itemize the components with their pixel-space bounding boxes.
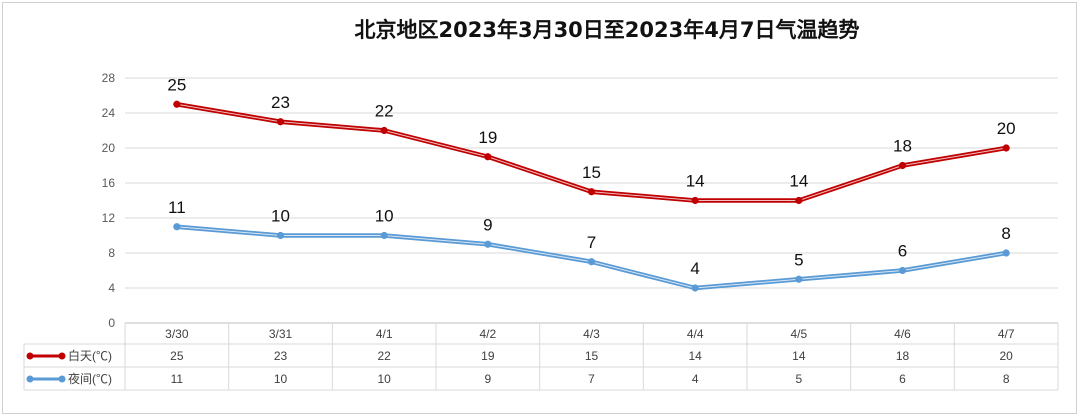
table-cell: 6 (899, 372, 906, 386)
table-cell: 11 (171, 372, 184, 386)
series-line-highlight (176, 103, 1007, 201)
y-tick-label: 12 (102, 211, 116, 225)
data-label: 14 (686, 172, 705, 191)
legend-key-marker (26, 352, 34, 360)
table-cell: 14 (792, 349, 806, 363)
y-tick-label: 28 (102, 71, 116, 85)
table-cell: 25 (170, 349, 184, 363)
data-point (587, 258, 596, 266)
data-point (173, 100, 181, 108)
data-point (173, 223, 181, 231)
data-point (898, 161, 907, 170)
series-layer: 25 23 22 19 15 14 14 18 20 11 10 10 9 7 4 5 6 8 (167, 75, 1016, 292)
data-point (691, 196, 699, 205)
legend-label: 白天(℃) (68, 348, 112, 363)
data-label: 11 (168, 198, 186, 217)
data-point (691, 284, 699, 292)
x-tick-label: 4/2 (479, 327, 496, 341)
data-point (795, 196, 803, 205)
data-label: 18 (893, 137, 912, 156)
data-label: 19 (478, 128, 497, 147)
data-point (380, 126, 388, 135)
table-cell: 15 (585, 349, 599, 363)
x-tick-label: 4/5 (790, 327, 807, 341)
data-point (587, 188, 596, 196)
data-point (1002, 249, 1010, 257)
y-axis: 0 4 8 12 16 20 24 28 (102, 71, 116, 330)
x-tick-label: 4/4 (687, 327, 704, 341)
data-label: 23 (271, 93, 290, 112)
table-cell: 22 (377, 349, 391, 363)
table-cell: 20 (999, 349, 1013, 363)
x-tick-label: 3/31 (269, 327, 293, 341)
data-point (795, 275, 803, 283)
data-point (484, 240, 492, 248)
data-label: 5 (794, 250, 803, 269)
x-tick-label: 4/1 (376, 327, 393, 341)
table-cell: 8 (1003, 372, 1010, 386)
data-label: 6 (898, 242, 907, 261)
x-tick-label: 4/6 (894, 327, 911, 341)
table-cell: 18 (896, 349, 910, 363)
data-point (276, 231, 285, 240)
gridlines (125, 77, 1058, 289)
data-point (380, 231, 388, 240)
data-label: 10 (271, 207, 290, 226)
x-tick-label: 4/3 (583, 327, 600, 341)
table-cell: 14 (688, 349, 702, 363)
data-label: 10 (375, 207, 394, 226)
data-label: 22 (375, 102, 394, 121)
data-point (484, 153, 492, 161)
table-cell: 19 (481, 349, 495, 363)
data-label: 20 (997, 119, 1016, 138)
table-cell: 9 (484, 372, 491, 386)
y-tick-label: 16 (102, 176, 116, 190)
table-cell: 23 (274, 349, 288, 363)
x-tick-label: 3/30 (165, 327, 189, 341)
table-cell: 5 (795, 372, 802, 386)
series-line (174, 102, 1009, 203)
y-tick-label: 8 (108, 246, 115, 260)
data-point (276, 118, 285, 126)
data-label: 9 (483, 215, 492, 234)
series-1: 25 23 22 19 15 14 14 18 20 (167, 75, 1016, 205)
data-point (1002, 144, 1010, 152)
data-label: 25 (167, 75, 186, 94)
legend-key-marker (26, 375, 34, 383)
data-label: 4 (690, 259, 699, 278)
y-tick-label: 20 (102, 141, 116, 155)
chart-title: 北京地区2023年3月30日至2023年4月7日气温趋势 (354, 18, 860, 42)
data-point (898, 266, 907, 275)
x-tick-label: 4/7 (998, 327, 1015, 341)
y-tick-label: 4 (108, 281, 115, 295)
table-cell: 10 (377, 372, 391, 386)
series-2: 11 10 10 9 7 4 5 6 8 (168, 198, 1011, 292)
data-label: 14 (789, 172, 808, 191)
y-tick-label: 24 (102, 106, 116, 120)
table-cell: 10 (274, 372, 288, 386)
table-cell: 4 (692, 372, 699, 386)
legend-label: 夜间(℃) (68, 371, 112, 386)
data-label: 7 (587, 233, 596, 252)
data-label: 15 (582, 163, 601, 182)
legend-key-marker (58, 375, 66, 383)
y-tick-label: 0 (108, 316, 115, 330)
legend-key-marker (58, 352, 66, 360)
data-table: 3/30 3/31 4/1 4/2 4/3 4/4 4/5 4/6 4/7 白天(℃) 25 23 22… (23, 322, 1059, 391)
data-label: 8 (1001, 224, 1010, 243)
table-cell: 7 (588, 372, 595, 386)
